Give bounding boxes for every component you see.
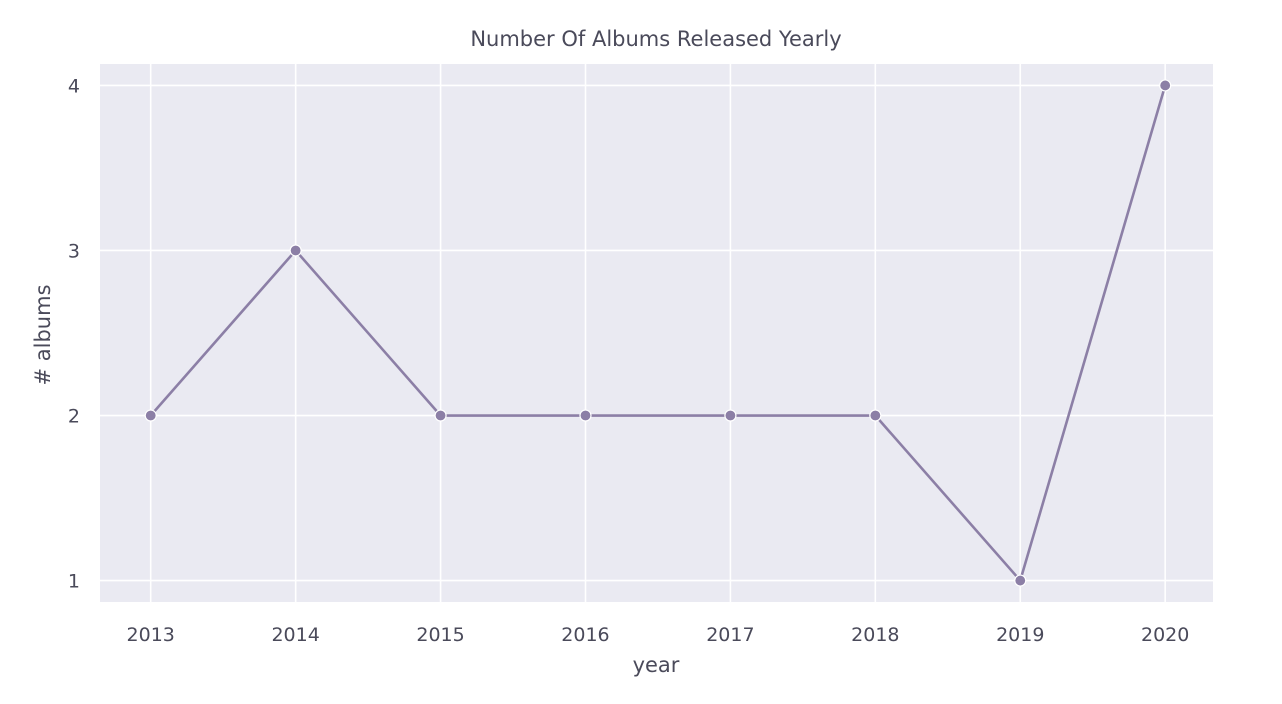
x-tick-label: 2013: [127, 624, 175, 646]
x-tick-label: 2018: [851, 624, 899, 646]
x-tick-label: 2019: [996, 624, 1044, 646]
y-axis-label: # albums: [31, 284, 55, 385]
x-tick-label: 2014: [271, 624, 319, 646]
x-tick-label: 2020: [1141, 624, 1189, 646]
data-point: [579, 409, 592, 422]
gridlines: [100, 64, 1213, 602]
data-point: [289, 244, 302, 257]
data-point: [1159, 79, 1172, 92]
series-line: [149, 85, 1167, 582]
x-tick-label: 2015: [416, 624, 464, 646]
chart-title: Number Of Albums Released Yearly: [470, 27, 841, 51]
y-tick-label: 4: [68, 75, 80, 97]
x-axis-label: year: [633, 653, 680, 677]
data-point: [724, 409, 737, 422]
series-layer: [144, 79, 1172, 587]
x-tick-label: 2016: [561, 624, 609, 646]
data-point: [434, 409, 447, 422]
y-tick-label: 2: [68, 406, 80, 428]
data-point: [869, 409, 882, 422]
plot-area: [100, 64, 1213, 602]
y-tick-label: 1: [68, 571, 80, 593]
tick-labels: 2013 2014 2015 2016 2017 2018 2019 2020 1 2 3 4: [68, 75, 1189, 646]
data-point: [144, 409, 157, 422]
y-tick-label: 3: [68, 240, 80, 262]
x-tick-label: 2017: [706, 624, 754, 646]
data-point: [1014, 574, 1027, 587]
